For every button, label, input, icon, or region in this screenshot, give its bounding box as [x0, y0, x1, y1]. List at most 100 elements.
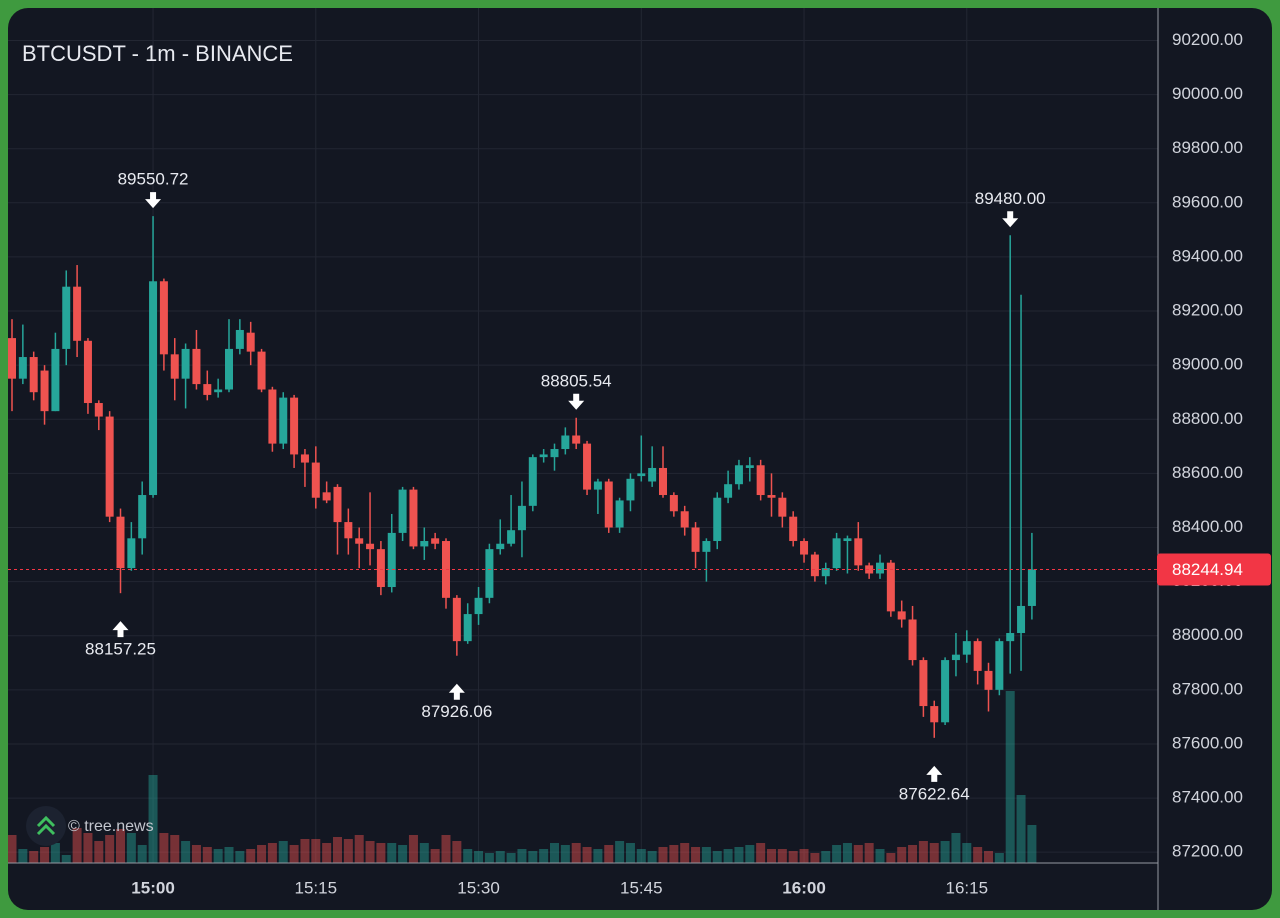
volume-bar [170, 835, 180, 863]
candle-body [951, 654, 960, 661]
candle-body [680, 511, 689, 528]
candle-body [572, 435, 581, 444]
candle-body [311, 462, 320, 498]
volume-bar [29, 851, 39, 863]
volume-bar [984, 851, 993, 863]
candle-body [463, 614, 472, 642]
candle-body [593, 481, 602, 490]
volume-bar [506, 853, 516, 863]
candle-body [225, 348, 233, 390]
candle-body [626, 478, 635, 501]
candle-body [810, 554, 819, 577]
axes: 87200.00 87400.00 87600.00 87800.00 88000.00… [131, 30, 1243, 898]
volume-bar [474, 851, 484, 863]
candle-body [474, 597, 483, 615]
volume-bar [191, 845, 201, 863]
candle-body [268, 389, 277, 444]
volume-bar [799, 849, 809, 863]
y-tick-label: 88600.00 [1172, 463, 1243, 482]
candle-body [821, 568, 830, 577]
candle-body [539, 454, 548, 458]
volume-bar [224, 847, 234, 863]
volume-bar [159, 833, 169, 863]
volume-bar [408, 835, 418, 863]
candle-body [1027, 569, 1036, 606]
candle-body [583, 443, 592, 490]
volume-bar [311, 839, 321, 863]
volume-bar [767, 849, 776, 863]
volume-bar [832, 845, 842, 863]
volume-bar [897, 847, 907, 863]
candle-body [1017, 605, 1026, 634]
volume-bar [593, 849, 603, 863]
candle-body [691, 527, 700, 552]
candle-body [366, 543, 375, 550]
volume-bar [973, 847, 983, 863]
candle-body [203, 384, 212, 395]
candle-body [648, 467, 657, 482]
candle-body [40, 370, 49, 412]
plot-area [8, 216, 1037, 863]
candle-body [431, 538, 440, 544]
volume-bar [257, 845, 267, 863]
y-tick-label: 88000.00 [1172, 625, 1243, 644]
candle-body [181, 348, 190, 379]
candle-body [29, 357, 38, 393]
x-tick-label: 15:00 [131, 878, 174, 897]
volume-bar [50, 843, 60, 863]
volume-bar [18, 849, 28, 863]
volume-bar [886, 853, 896, 863]
volume-bar [300, 839, 310, 863]
x-tick-label: 15:30 [457, 878, 500, 897]
volume-bar [810, 853, 820, 863]
candle-body [235, 329, 244, 349]
annotation-label: 88805.54 [541, 371, 612, 390]
candle-body [149, 281, 158, 496]
chart-title: BTCUSDT - 1m - BINANCE [22, 41, 293, 66]
volume-bar [322, 843, 332, 863]
volume-bar [202, 847, 212, 863]
volume-bar [235, 851, 245, 863]
volume-bar [842, 843, 852, 863]
y-tick-label: 89400.00 [1172, 246, 1243, 265]
candle-body [832, 538, 841, 569]
volume-bar [669, 845, 679, 863]
volume-bar [354, 835, 364, 863]
volume-bar [267, 843, 277, 863]
volume-bar [1005, 691, 1015, 863]
candle-body [279, 397, 288, 444]
volume-bar [691, 847, 701, 863]
candle-body [941, 660, 950, 723]
candle-body [756, 465, 765, 496]
candle-body [528, 457, 537, 506]
candle-body [398, 489, 407, 533]
annotation-arrow [1002, 211, 1019, 228]
y-tick-label: 88800.00 [1172, 409, 1243, 428]
y-tick-label: 89800.00 [1172, 138, 1243, 157]
candle-body [214, 389, 223, 393]
volume-bar [517, 849, 527, 863]
candle-body [51, 348, 60, 412]
candle-body [908, 619, 917, 661]
annotation-arrow [112, 621, 129, 638]
volume-bar [788, 851, 798, 863]
y-tick-label: 90200.00 [1172, 30, 1243, 49]
candle-body [355, 538, 364, 544]
candle-body [127, 538, 136, 569]
annotation-arrow [145, 192, 162, 209]
volume-bar [72, 828, 82, 863]
volume-bar [604, 845, 614, 863]
candle-body [116, 516, 125, 569]
volume-bar [213, 849, 223, 863]
volume-bar [376, 843, 386, 863]
volume-bar [756, 843, 766, 863]
candle-body [170, 354, 179, 379]
volume-bar [929, 843, 939, 863]
candle-body [333, 486, 342, 523]
candle-body [637, 473, 646, 477]
watermark-logo [26, 806, 66, 846]
candle-body [778, 497, 787, 517]
volume-bar [495, 851, 505, 863]
volume-bar [918, 841, 928, 863]
